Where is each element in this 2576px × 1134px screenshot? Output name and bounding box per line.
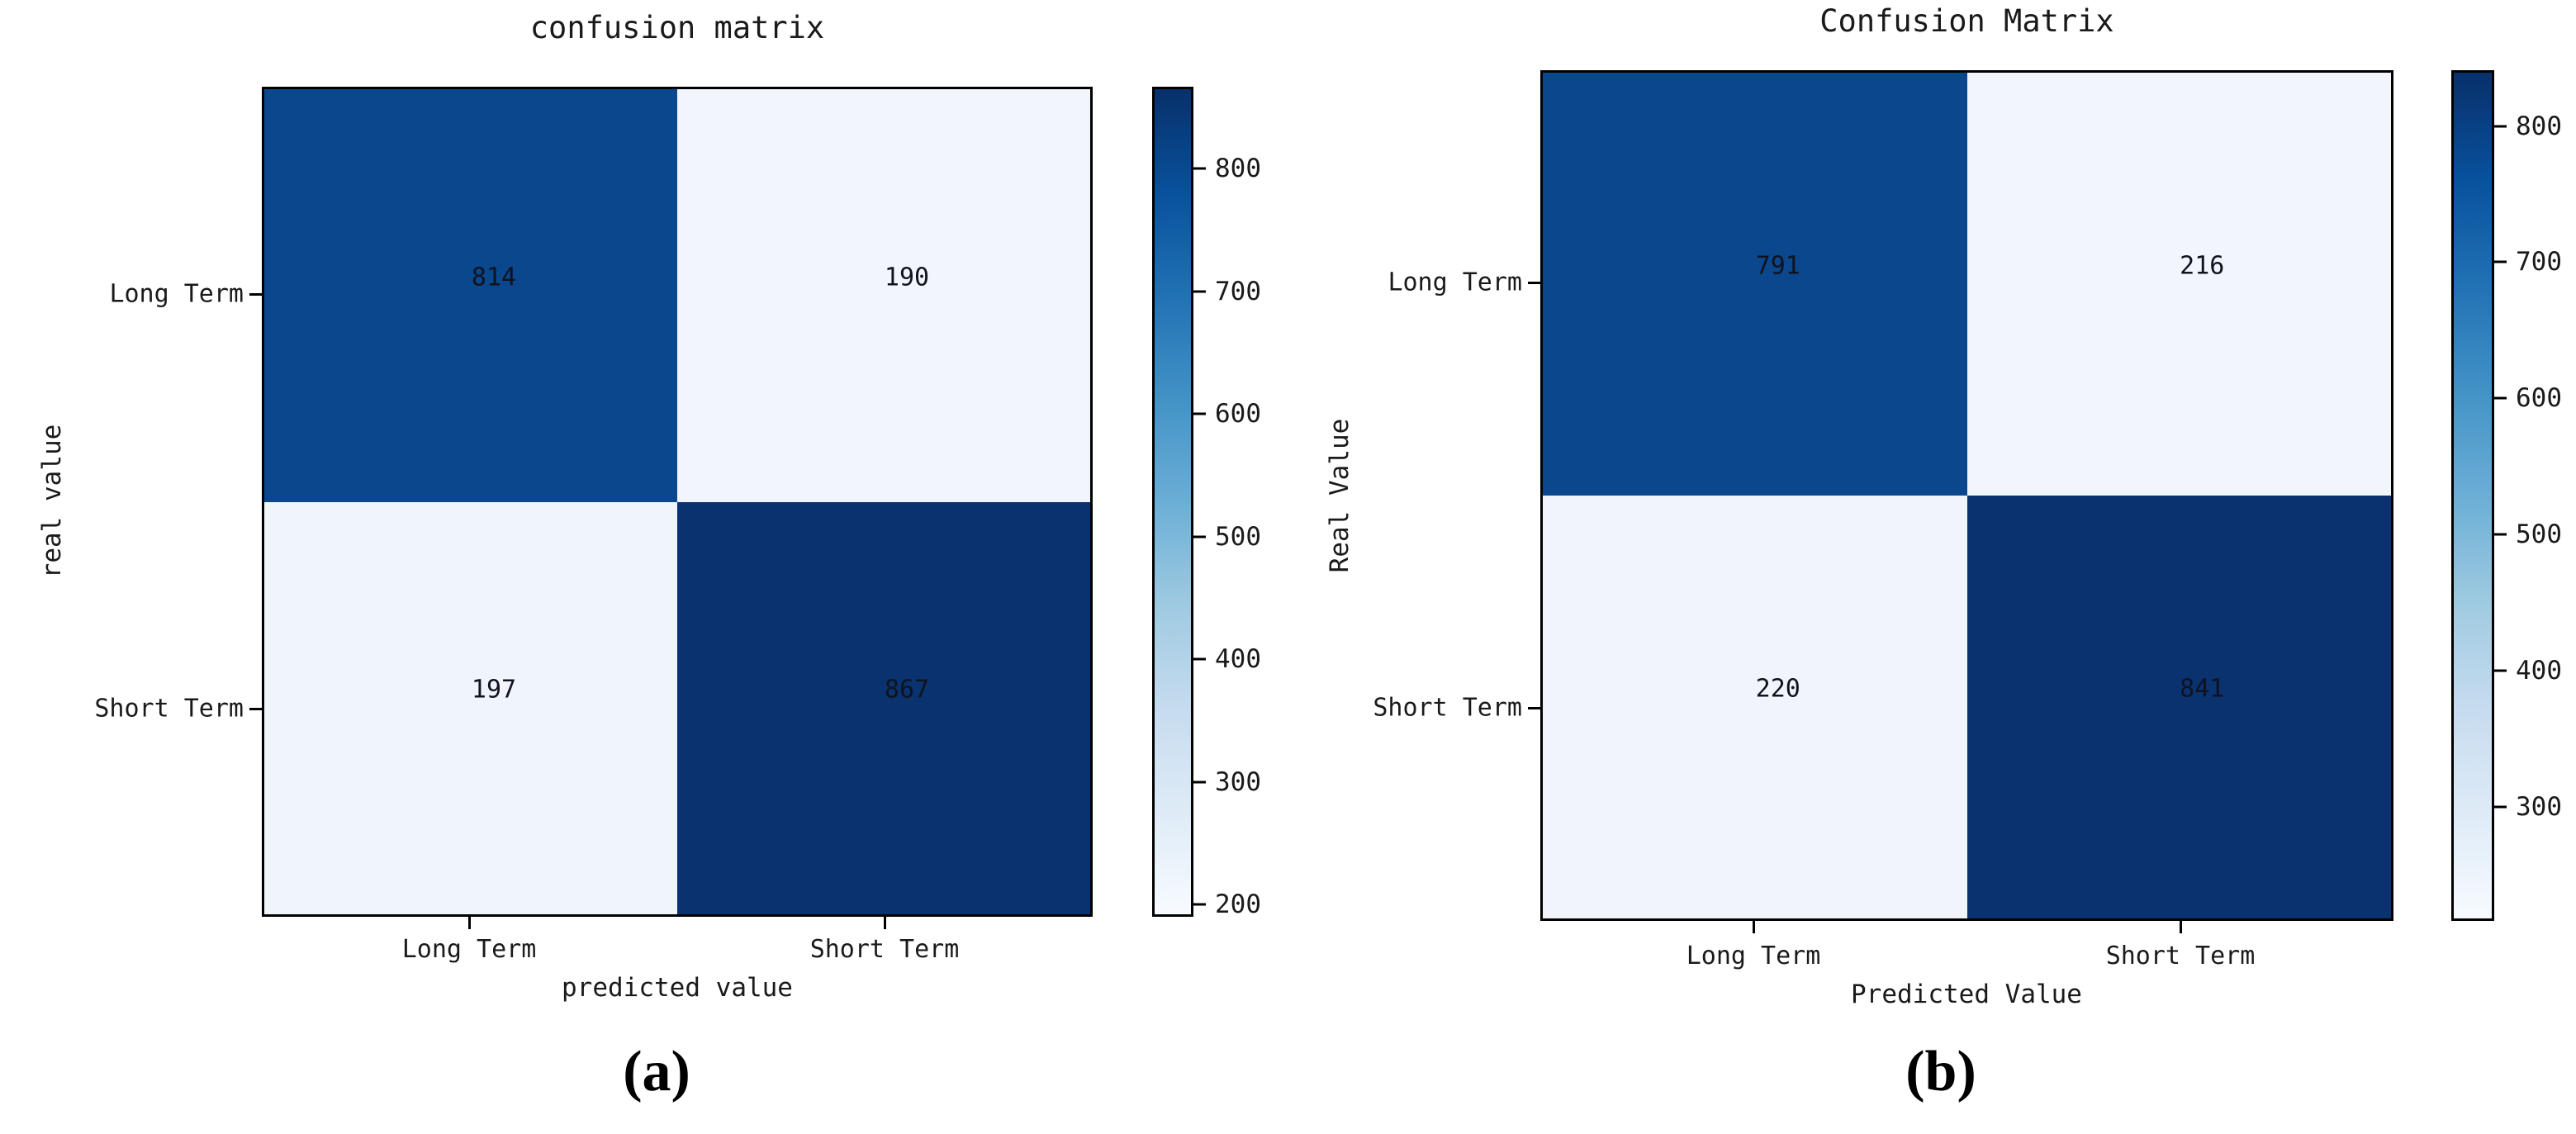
heatmap-grid: 791 216 220 841 <box>1540 70 2393 921</box>
colorbar-tick-mark <box>1193 535 1206 539</box>
colorbar-tick-mark <box>1193 903 1206 906</box>
matrix-cell: 216 <box>1966 73 2391 496</box>
colorbar-tick-label: 500 <box>1215 521 1261 552</box>
y-axis-label: Real Value <box>1325 418 1354 573</box>
colorbar-ticks: 800 700 600 500 400 300 <box>2451 70 2562 921</box>
chart-title: confusion matrix <box>529 10 825 45</box>
y-tick-label: Short Term <box>94 694 244 724</box>
y-tick-mark <box>1528 707 1540 709</box>
y-tick-mark <box>249 708 262 710</box>
colorbar-tick-mark <box>2494 396 2507 400</box>
colorbar-tick-label: 400 <box>2516 655 2562 686</box>
y-tick-label: Long Term <box>109 279 244 309</box>
colorbar-tick-label: 400 <box>1215 644 1261 675</box>
colorbar-tick-label: 500 <box>2516 519 2562 549</box>
matrix-cell: 197 <box>264 501 677 914</box>
heatmap-grid: 814 190 197 867 <box>262 87 1093 917</box>
matrix-cell: 814 <box>264 89 677 502</box>
y-tick-label: Long Term <box>1388 268 1522 297</box>
x-tick-label: Long Term <box>1686 942 1821 970</box>
x-tick-mark <box>468 917 471 929</box>
cell-value: 791 <box>1755 251 1800 281</box>
x-tick-mark <box>884 917 886 929</box>
cell-value: 867 <box>884 675 930 705</box>
x-tick-label: Long Term <box>401 935 537 964</box>
colorbar-tick-mark <box>1193 657 1206 661</box>
cell-value: 814 <box>471 263 517 292</box>
cell-value: 220 <box>1755 674 1800 704</box>
colorbar-tick-mark <box>2494 260 2507 263</box>
caption-b: (b) <box>1905 1040 1976 1103</box>
matrix-cell: 791 <box>1543 73 1967 496</box>
cell-value: 197 <box>471 675 517 705</box>
caption-a: (a) <box>623 1040 690 1103</box>
colorbar-ticks: 800 700 600 500 400 300 200 <box>1152 87 1261 919</box>
x-tick-label: Short Term <box>2105 942 2256 970</box>
x-axis-label: Predicted Value <box>1851 980 2082 1009</box>
colorbar-tick-label: 600 <box>1215 399 1261 429</box>
colorbar-tick-label: 800 <box>1215 154 1261 184</box>
cell-value: 841 <box>2180 674 2225 704</box>
colorbar-tick-mark <box>2494 533 2507 536</box>
chart-title: Confusion Matrix <box>1819 3 2114 39</box>
y-tick-label: Short Term <box>1373 693 1522 723</box>
colorbar-tick-mark <box>2494 125 2507 128</box>
colorbar-tick-mark <box>2494 669 2507 672</box>
y-tick-mark <box>249 293 262 296</box>
matrix-cell: 841 <box>1966 496 2391 918</box>
x-axis-label: predicted value <box>562 973 793 1003</box>
y-tick-mark <box>1528 282 1540 284</box>
cell-value: 216 <box>2180 251 2225 281</box>
colorbar-tick-label: 600 <box>2516 383 2562 414</box>
x-tick-label: Short Term <box>809 935 960 964</box>
colorbar-tick-mark <box>1193 290 1206 293</box>
matrix-cell: 190 <box>677 89 1090 502</box>
colorbar-tick-mark <box>1193 412 1206 415</box>
colorbar-tick-label: 300 <box>1215 766 1261 797</box>
colorbar-tick-label: 700 <box>1215 276 1261 306</box>
colorbar-tick-mark <box>2494 805 2507 809</box>
colorbar-tick-label: 700 <box>2516 247 2562 278</box>
y-axis-label: real value <box>37 424 67 579</box>
x-tick-mark <box>1753 921 1755 933</box>
matrix-cell: 867 <box>677 501 1090 914</box>
matrix-cell: 220 <box>1543 496 1967 918</box>
colorbar-tick-mark <box>1193 781 1206 784</box>
x-tick-mark <box>2180 921 2182 933</box>
colorbar-tick-label: 800 <box>2516 111 2562 141</box>
cell-value: 190 <box>884 263 930 292</box>
colorbar-tick-label: 200 <box>1215 890 1261 920</box>
colorbar-tick-label: 300 <box>2516 791 2562 822</box>
colorbar <box>2451 70 2494 921</box>
colorbar-tick-mark <box>1193 167 1206 170</box>
colorbar <box>1152 87 1193 917</box>
